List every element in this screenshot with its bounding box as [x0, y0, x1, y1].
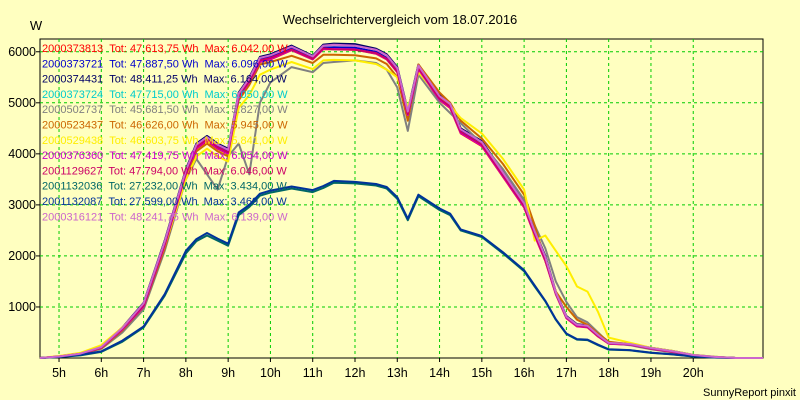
- y-tick-label: 4000: [8, 147, 36, 161]
- series-line-2000529438: [39, 58, 763, 359]
- legend-entry: 2001129627 Tot: 47.794,00 Wh Max: 6.046,00…: [42, 165, 287, 177]
- y-axis-ticks: 1000 2000 3000 4000 5000 6000: [8, 45, 40, 314]
- legend-total: Tot: 47.715,00 Wh: [109, 89, 198, 101]
- x-tick-label: 5h: [52, 366, 66, 380]
- legend: 2000373813 Tot: 47.613,75 Wh Max: 6.042,00…: [42, 43, 288, 223]
- legend-max: Max: 6.054,00 W: [204, 150, 288, 162]
- legend-series-name: 2000523437: [42, 120, 103, 132]
- legend-max: Max: 6.096,00 W: [204, 58, 288, 70]
- legend-series-name: 2000373813: [42, 43, 103, 55]
- y-axis-unit-label: W: [30, 18, 43, 33]
- legend-entry: 2000502737 Tot: 45.681,50 Wh Max: 5.827,00…: [42, 104, 288, 116]
- legend-total: Tot: 47.794,00 Wh: [108, 165, 197, 177]
- legend-series-name: 2000529438: [42, 135, 103, 147]
- legend-entry: 2000376360 Tot: 47.419,75 Wh Max: 6.054,00…: [42, 150, 288, 162]
- legend-total: Tot: 45.681,50 Wh: [109, 104, 198, 116]
- legend-series-name: 2001132036: [42, 181, 102, 193]
- legend-entry: 2000374431 Tot: 48.411,25 Wh Max: 6.164,00…: [42, 74, 287, 86]
- legend-entry: 2000523437 Tot: 46.626,00 Wh Max: 5.945,00…: [42, 120, 288, 132]
- x-tick-label: 15h: [471, 366, 492, 380]
- x-axis-ticks: 5h 6h 7h 8h 9h 10h 11h 12h 13h 14h 15h 16h 17h 18h 19h…: [52, 358, 704, 380]
- legend-total: Tot: 27.599,00 Wh: [108, 196, 197, 208]
- legend-entry: 2000373813 Tot: 47.613,75 Wh Max: 6.042,00…: [42, 43, 288, 55]
- chart-title: Wechselrichtervergleich vom 18.07.2016: [283, 12, 518, 27]
- legend-max: Max: 5.827,00 W: [204, 104, 288, 116]
- y-tick-label: 3000: [8, 198, 36, 212]
- legend-entry: 2000373721 Tot: 47.887,50 Wh Max: 6.096,00…: [42, 58, 288, 70]
- x-tick-label: 17h: [556, 366, 577, 380]
- x-tick-label: 20h: [683, 366, 704, 380]
- x-tick-label: 6h: [94, 366, 108, 380]
- x-tick-label: 11h: [303, 366, 323, 380]
- legend-max: Max: 6.139,00 W: [204, 211, 288, 223]
- legend-max: Max: 5.945,00 W: [204, 120, 288, 132]
- legend-total: Tot: 48.241,75 Wh: [109, 211, 198, 223]
- legend-max: Max: 6.050,00 W: [204, 89, 288, 101]
- legend-series-name: 2000373721: [42, 58, 103, 70]
- legend-total: Tot: 46.626,00 Wh: [109, 120, 198, 132]
- x-tick-label: 14h: [429, 366, 450, 380]
- x-tick-label: 10h: [260, 366, 281, 380]
- x-tick-label: 12h: [345, 366, 366, 380]
- x-tick-label: 19h: [641, 366, 662, 380]
- x-tick-label: 8h: [179, 366, 193, 380]
- legend-entry: 2000373724 Tot: 47.715,00 Wh Max: 6.050,00…: [42, 89, 288, 101]
- x-tick-label: 13h: [387, 366, 408, 380]
- y-tick-label: 2000: [8, 249, 36, 263]
- legend-entry: 2001132087 Tot: 27.599,00 Wh Max: 3.469,00…: [42, 196, 287, 208]
- y-tick-label: 5000: [8, 96, 36, 110]
- series-line-2001132087: [39, 179, 763, 359]
- legend-max: Max: 3.434,00 W: [204, 181, 288, 193]
- legend-max: Max: 6.042,00 W: [204, 43, 288, 55]
- legend-series-name: 2001132087: [42, 196, 102, 208]
- legend-entry: 2000316121 Tot: 48.241,75 Wh Max: 6.139,00…: [42, 211, 288, 223]
- x-tick-label: 9h: [221, 366, 235, 380]
- legend-max: Max: 3.469,00 W: [204, 196, 288, 208]
- legend-total: Tot: 46.603,75 Wh: [109, 135, 198, 147]
- y-tick-label: 1000: [8, 300, 36, 314]
- legend-series-name: 2000502737: [42, 104, 103, 116]
- x-tick-label: 18h: [598, 366, 619, 380]
- legend-series-name: 2000376360: [42, 150, 103, 162]
- legend-series-name: 2000373724: [42, 89, 103, 101]
- legend-series-name: 2000316121: [42, 211, 103, 223]
- legend-max: Max: 6.046,00 W: [204, 165, 288, 177]
- legend-entry: 2001132036 Tot: 27.232,00 Wh Max: 3.434,00…: [42, 181, 287, 193]
- series-lines: [39, 42, 763, 359]
- legend-total: Tot: 47.887,50 Wh: [109, 58, 198, 70]
- series-line-2000316121: [39, 43, 763, 359]
- x-tick-label: 7h: [137, 366, 151, 380]
- legend-entry: 2000529438 Tot: 46.603,75 Wh Max: 5.841,00…: [42, 135, 288, 147]
- legend-max: Max: 5.841,00 W: [204, 135, 288, 147]
- legend-total: Tot: 47.419,75 Wh: [109, 150, 198, 162]
- legend-total: Tot: 47.613,75 Wh: [109, 43, 198, 55]
- legend-total: Tot: 48.411,25 Wh: [109, 74, 197, 86]
- credit-label: SunnyReport pinxit: [703, 387, 796, 399]
- x-tick-label: 16h: [514, 366, 535, 380]
- legend-max: Max: 6.164,00 W: [204, 74, 288, 86]
- legend-series-name: 2001129627: [42, 165, 102, 177]
- legend-series-name: 2000374431: [42, 74, 103, 86]
- y-tick-label: 6000: [8, 45, 36, 59]
- legend-total: Tot: 27.232,00 Wh: [108, 181, 197, 193]
